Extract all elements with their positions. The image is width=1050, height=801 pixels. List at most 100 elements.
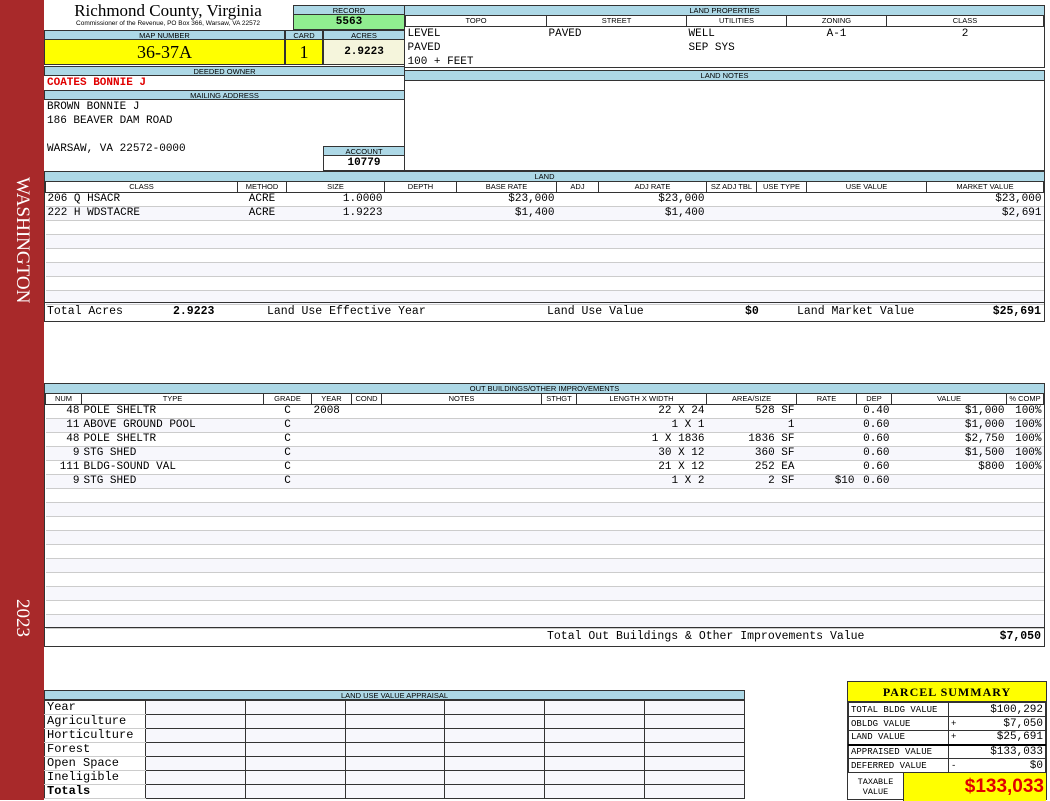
table-cell	[456, 234, 557, 249]
property-value: SEP SYS	[688, 41, 735, 54]
table-cell	[1006, 530, 1044, 545]
appraisal-cell	[444, 784, 546, 799]
table-cell	[311, 460, 352, 475]
table-cell	[806, 276, 927, 291]
appraisal-row-label: Forest	[44, 742, 146, 757]
appraisal-cell	[444, 770, 546, 785]
table-cell	[706, 192, 757, 207]
utilities-values: WELL SEP SYS	[687, 26, 787, 69]
appraisal-cell	[145, 784, 246, 799]
land-notes-label: LAND NOTES	[405, 71, 1044, 81]
table-cell	[384, 234, 457, 249]
table-cell	[706, 248, 757, 263]
column-header: USE VALUE	[806, 182, 927, 193]
table-cell	[796, 418, 857, 433]
table-cell	[237, 234, 287, 249]
table-cell: 1	[706, 418, 797, 433]
table-cell	[706, 586, 797, 601]
page-title: Richmond County, Virginia	[74, 1, 262, 20]
table-cell	[456, 290, 557, 305]
table-cell	[796, 488, 857, 503]
table-cell	[796, 572, 857, 587]
table-cell	[456, 262, 557, 277]
table-cell	[45, 530, 82, 545]
effective-year-label: Land Use Effective Year	[267, 305, 426, 318]
table-row: 111 BLDG-SOUND VAL C 21 X 12 252 EA 0.60 $800 1…	[45, 460, 1044, 475]
table-cell	[541, 488, 577, 503]
table-cell: 22 X 24	[576, 404, 707, 419]
table-cell	[263, 488, 312, 503]
appraisal-cell	[345, 756, 446, 771]
table-cell	[796, 558, 857, 573]
table-cell	[756, 290, 807, 305]
table-cell	[756, 248, 807, 263]
table-cell: 100%	[1006, 418, 1044, 433]
table-cell	[556, 234, 599, 249]
summary-label: OBLDG VALUE	[848, 716, 949, 731]
table-cell	[556, 220, 599, 235]
table-cell	[1006, 558, 1044, 573]
table-cell	[1006, 614, 1044, 629]
table-cell: 0.60	[856, 474, 892, 489]
table-cell	[891, 600, 1007, 615]
record-label: RECORD	[293, 5, 405, 15]
card-label: CARD	[285, 30, 323, 40]
appraisal-cell	[444, 714, 546, 729]
table-cell	[598, 290, 707, 305]
appraisal-cell	[544, 756, 646, 771]
land-properties-label: LAND PROPERTIES	[405, 6, 1044, 16]
table-cell	[45, 488, 82, 503]
table-cell	[384, 276, 457, 291]
table-cell: 100%	[1006, 446, 1044, 461]
property-value: LEVEL	[407, 27, 441, 40]
table-cell	[576, 530, 707, 545]
table-cell	[381, 530, 542, 545]
outbuildings-table: OUT BUILDINGS/OTHER IMPROVEMENTS NUM TYPE…	[44, 383, 1045, 647]
table-cell	[706, 276, 757, 291]
table-cell	[381, 432, 542, 447]
table-cell: 2008	[311, 404, 352, 419]
table-cell	[45, 614, 82, 629]
table-cell	[706, 234, 757, 249]
land-label: LAND	[45, 172, 1044, 182]
table-cell	[1006, 586, 1044, 601]
property-value: WELL	[688, 27, 715, 40]
appraisal-cell	[345, 700, 446, 715]
table-cell	[856, 558, 892, 573]
table-cell	[81, 488, 264, 503]
land-notes: LAND NOTES	[404, 70, 1045, 171]
table-row	[45, 614, 1044, 629]
table-row: 206 Q HSACR ACRE 1.0000 $23,000 $23,000 $23,0…	[45, 192, 1044, 207]
table-cell	[351, 544, 382, 559]
column-header: METHOD	[237, 182, 287, 193]
table-cell: 21 X 12	[576, 460, 707, 475]
table-row	[45, 262, 1044, 277]
table-row	[45, 502, 1044, 517]
title-block: Richmond County, Virginia Commissioner o…	[44, 1, 292, 28]
table-cell	[576, 614, 707, 629]
table-cell	[384, 192, 457, 207]
table-cell	[856, 614, 892, 629]
table-cell	[926, 290, 1044, 305]
table-cell	[263, 502, 312, 517]
appraisal-cell	[145, 714, 246, 729]
table-cell	[756, 220, 807, 235]
appraisal-row-label: Horticulture	[44, 728, 146, 743]
table-cell	[576, 600, 707, 615]
summary-row: DEFERRED VALUE - $0	[848, 758, 1046, 773]
appraisal-row-label: Year	[44, 700, 146, 715]
table-cell: 100%	[1006, 404, 1044, 419]
table-cell: 100%	[1006, 432, 1044, 447]
table-cell	[598, 276, 707, 291]
table-cell: $1,000	[891, 404, 1007, 419]
table-cell	[541, 474, 577, 489]
table-cell	[81, 586, 264, 601]
table-cell	[706, 262, 757, 277]
land-market-value: $25,691	[992, 305, 1041, 318]
table-cell: $23,000	[456, 192, 557, 207]
table-cell	[263, 586, 312, 601]
table-cell	[891, 614, 1007, 629]
table-cell	[706, 516, 797, 531]
table-cell	[541, 432, 577, 447]
table-cell: 30 X 12	[576, 446, 707, 461]
